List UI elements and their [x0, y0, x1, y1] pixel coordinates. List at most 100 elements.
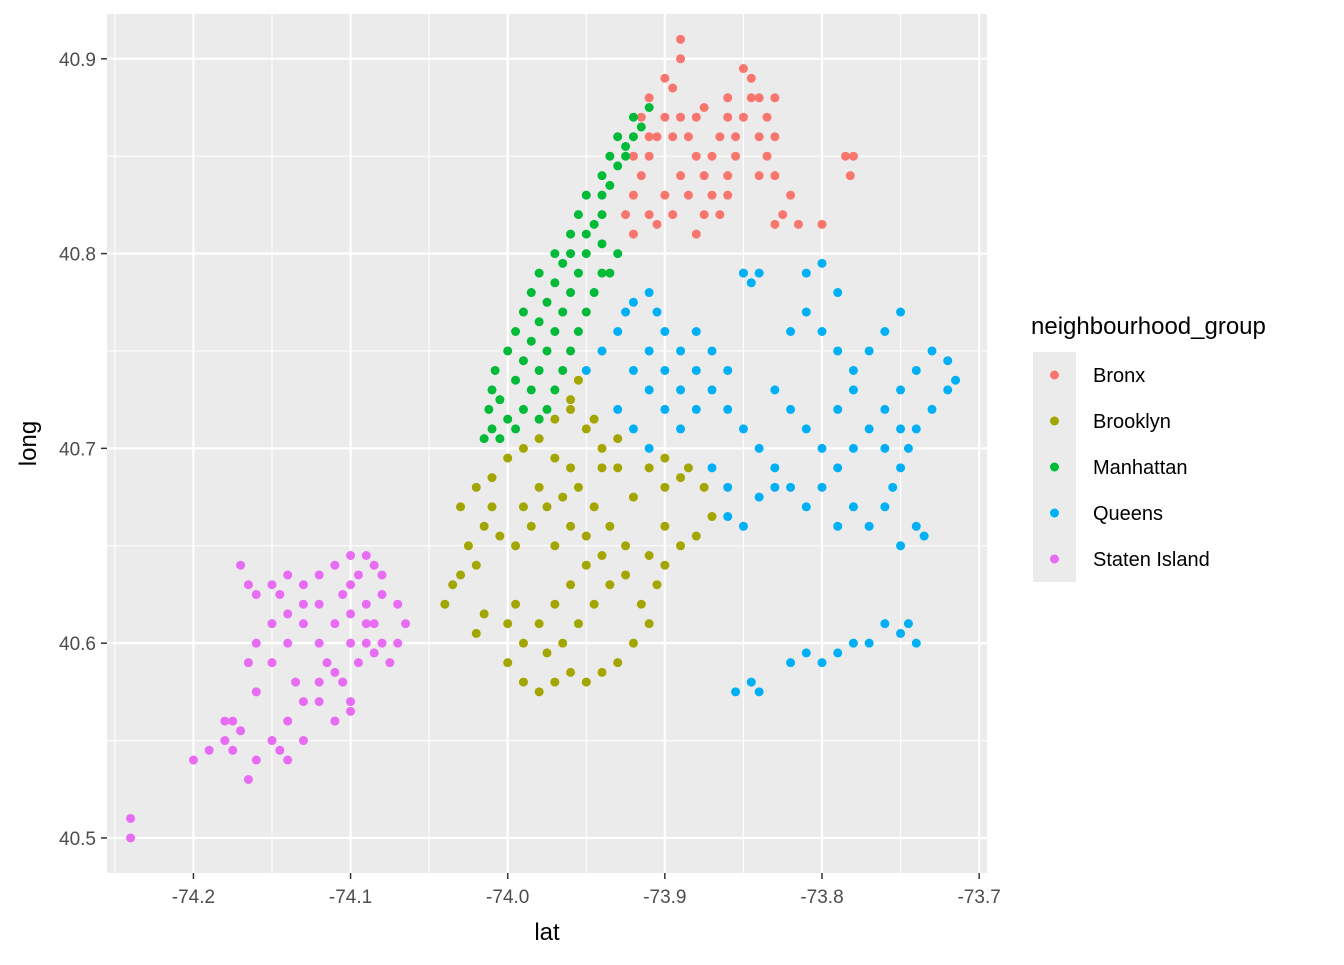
data-point — [597, 667, 607, 677]
data-point — [848, 638, 858, 648]
data-point — [613, 404, 623, 414]
data-point — [456, 570, 466, 580]
data-point — [786, 326, 796, 336]
data-point — [581, 560, 591, 570]
data-point — [518, 443, 528, 453]
data-point — [786, 482, 796, 492]
data-point — [511, 599, 521, 609]
data-point — [589, 599, 599, 609]
data-point — [298, 697, 308, 707]
data-point — [660, 326, 670, 336]
data-point — [770, 93, 780, 103]
data-point — [746, 278, 756, 288]
data-point — [676, 54, 686, 64]
x-tick-label: -73.7 — [957, 887, 1000, 908]
data-point — [511, 375, 521, 385]
data-point — [636, 122, 646, 132]
data-point — [644, 102, 654, 112]
data-point — [864, 424, 874, 434]
data-point — [495, 395, 505, 405]
data-point — [738, 424, 748, 434]
data-point — [644, 551, 654, 561]
data-point — [581, 307, 591, 317]
data-point — [346, 697, 356, 707]
data-point — [298, 736, 308, 746]
data-point — [738, 521, 748, 531]
data-point — [770, 171, 780, 181]
data-point — [723, 93, 733, 103]
data-point — [845, 171, 855, 181]
data-point — [903, 443, 913, 453]
data-point — [644, 93, 654, 103]
data-point — [283, 716, 293, 726]
data-point — [542, 297, 552, 307]
data-point — [644, 210, 654, 220]
data-point — [573, 268, 583, 278]
data-point — [550, 453, 560, 463]
data-point — [377, 638, 387, 648]
data-point — [550, 385, 560, 395]
data-point — [298, 599, 308, 609]
data-point — [393, 638, 403, 648]
data-point — [888, 482, 898, 492]
data-point — [754, 93, 764, 103]
data-point — [731, 687, 741, 697]
data-point — [660, 404, 670, 414]
data-point — [448, 580, 458, 590]
data-point — [291, 677, 301, 687]
data-point — [660, 482, 670, 492]
data-point — [880, 443, 890, 453]
data-point — [943, 385, 953, 395]
data-point — [267, 580, 277, 590]
data-point — [518, 356, 528, 366]
data-point — [880, 326, 890, 336]
legend-item-queens: Queens — [1033, 490, 1163, 536]
data-point — [676, 424, 686, 434]
data-point — [738, 268, 748, 278]
data-point — [880, 619, 890, 629]
y-tick-label: 40.7 — [59, 439, 96, 460]
data-point — [550, 599, 560, 609]
data-point — [550, 278, 560, 288]
data-point — [573, 482, 583, 492]
legend: neighbourhood_group Bronx Brooklyn Manhatta… — [1031, 313, 1266, 582]
data-point — [550, 249, 560, 259]
data-point — [314, 638, 324, 648]
data-point — [919, 531, 929, 541]
data-point — [487, 424, 497, 434]
data-point — [542, 648, 552, 658]
legend-item-brooklyn: Brooklyn — [1033, 398, 1171, 444]
data-point — [518, 638, 528, 648]
data-point — [683, 190, 693, 200]
data-point — [817, 326, 827, 336]
data-point — [628, 492, 638, 502]
data-point — [526, 336, 536, 346]
data-point — [676, 541, 686, 551]
data-point — [644, 443, 654, 453]
data-point — [361, 551, 371, 561]
data-point — [558, 365, 568, 375]
data-point — [628, 229, 638, 239]
data-point — [566, 463, 576, 473]
data-point — [267, 736, 277, 746]
data-point — [652, 219, 662, 229]
data-point — [361, 638, 371, 648]
data-point — [896, 628, 906, 638]
data-point — [251, 589, 261, 599]
data-point — [903, 619, 913, 629]
data-point — [605, 268, 615, 278]
data-point — [346, 638, 356, 648]
data-point — [346, 706, 356, 716]
data-point — [440, 599, 450, 609]
data-point — [628, 297, 638, 307]
data-point — [762, 151, 772, 161]
data-point — [911, 424, 921, 434]
data-point — [236, 726, 246, 736]
data-point — [628, 132, 638, 142]
data-point — [715, 132, 725, 142]
data-point — [330, 716, 340, 726]
data-point — [369, 619, 379, 629]
data-point — [644, 385, 654, 395]
data-point — [267, 619, 277, 629]
